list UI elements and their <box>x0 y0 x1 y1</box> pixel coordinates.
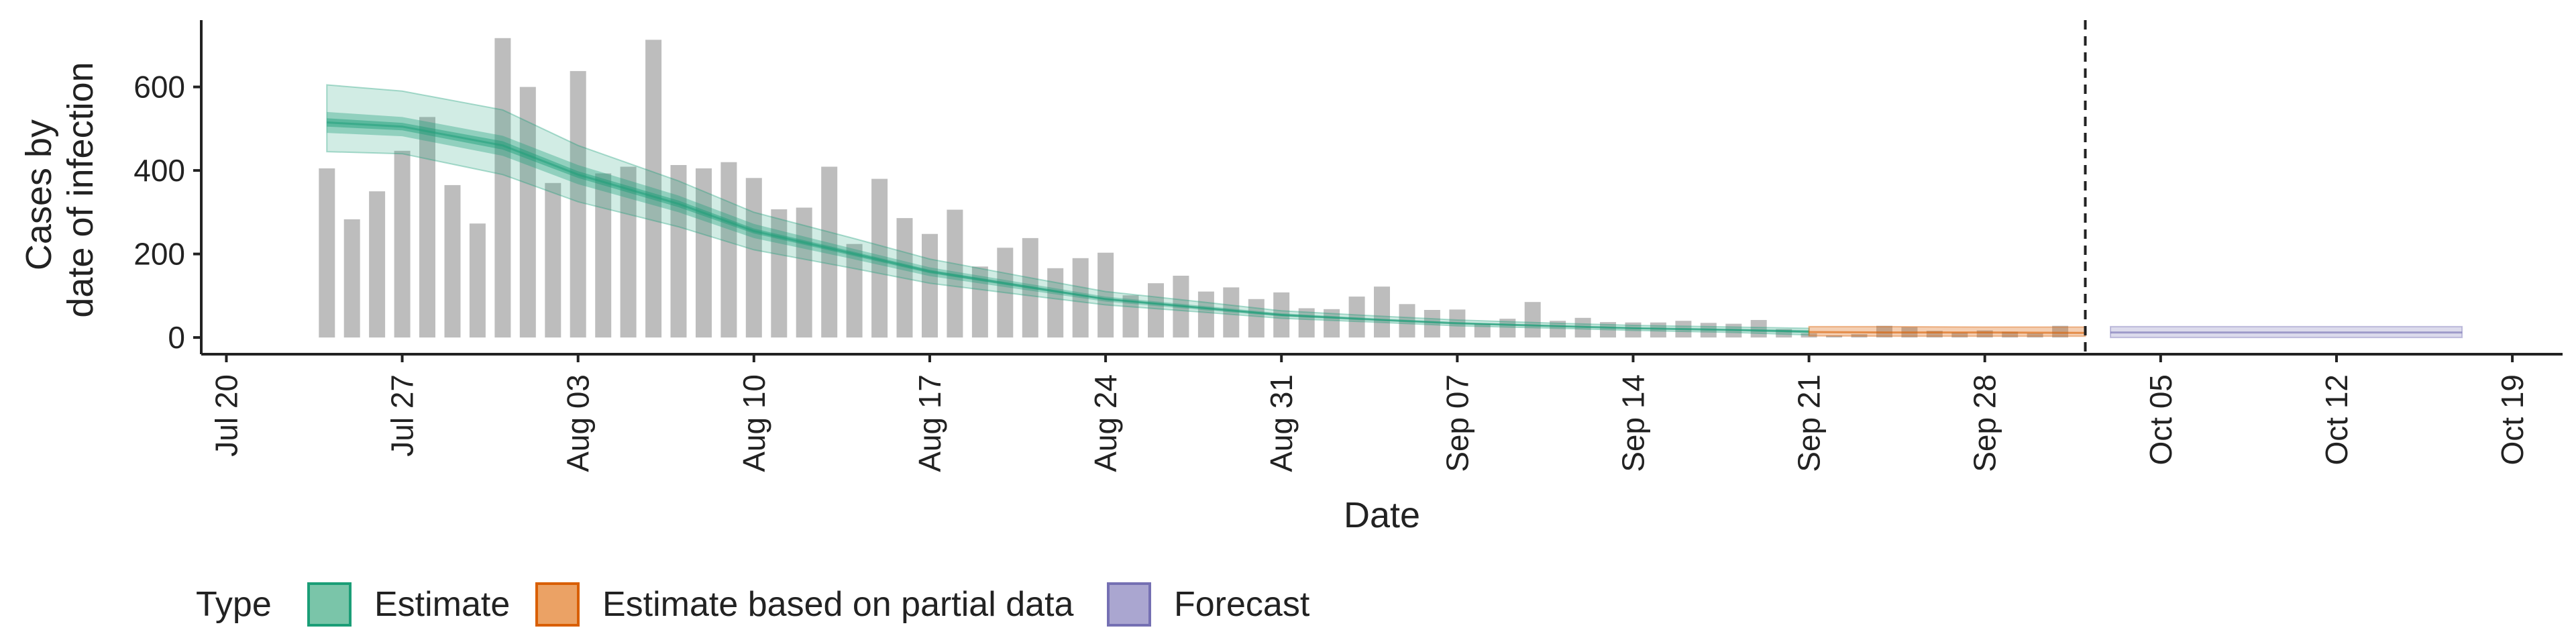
y-axis-title: Cases by date of infection <box>19 62 101 317</box>
x-tick-label: Oct 19 <box>2495 374 2530 466</box>
case-bar <box>1625 322 1642 338</box>
case-bar <box>1750 320 1767 338</box>
case-bar <box>1499 319 1516 338</box>
x-axis-title: Date <box>1344 495 1420 535</box>
case-bar <box>1524 302 1541 338</box>
case-bar <box>2002 331 2019 338</box>
y-axis-title-line-1: Cases by <box>19 119 59 270</box>
case-bar <box>620 166 637 338</box>
case-bar <box>394 150 411 338</box>
x-tick-label: Aug 24 <box>1088 374 1123 472</box>
case-bar <box>595 173 612 338</box>
case-bar <box>369 191 386 338</box>
y-tick-label: 0 <box>168 320 185 355</box>
x-tick-label: Aug 03 <box>561 374 596 472</box>
estimate-median-line <box>327 121 1809 333</box>
case-bar <box>846 244 863 338</box>
case-bar <box>1148 283 1164 338</box>
legend-key <box>307 582 352 627</box>
case-bar <box>519 87 536 338</box>
x-tick-label: Sep 14 <box>1615 374 1650 472</box>
x-tick-label: Oct 05 <box>2143 374 2178 466</box>
case-bar <box>1650 322 1666 338</box>
partial-estimate-median-line <box>1809 331 2086 334</box>
case-bar <box>545 182 561 338</box>
x-tick-label: Sep 28 <box>1968 374 2002 472</box>
case-bar <box>922 233 938 338</box>
case-bar <box>469 223 486 338</box>
legend: Type Estimate Estimate based on partial d… <box>196 582 1310 627</box>
legend-items: Estimate Estimate based on partial data Fo… <box>307 582 1310 627</box>
axes: 0 200 400 600 Jul 20 Jul 27 Aug 03 Aug 10 Aug 1… <box>133 20 2563 472</box>
case-bar <box>1424 310 1440 338</box>
case-bar <box>1826 335 1843 338</box>
case-bar <box>343 219 360 338</box>
case-bar <box>1851 334 1868 338</box>
case-bar <box>696 168 712 338</box>
case-bar <box>771 209 788 338</box>
case-bar <box>1097 252 1114 338</box>
case-bar <box>319 168 335 338</box>
case-bar <box>720 162 737 338</box>
y-tick-label: 400 <box>133 153 185 188</box>
x-tick-label: Oct 12 <box>2319 374 2354 466</box>
case-bar <box>1976 330 1993 338</box>
case-bar <box>1298 308 1315 338</box>
x-tick-label: Aug 10 <box>737 374 771 472</box>
legend-label: Estimate <box>374 585 510 624</box>
case-bar <box>494 38 511 338</box>
case-bar <box>796 207 812 338</box>
case-bar <box>1248 299 1265 338</box>
legend-title: Type <box>196 585 272 624</box>
y-axis-title-line-2: date of infection <box>60 62 101 317</box>
case-bar <box>1550 321 1566 338</box>
estimate-bands <box>326 84 2463 339</box>
case-bar <box>2027 333 2043 338</box>
legend-label: Forecast <box>1174 585 1310 624</box>
case-bar <box>1951 332 1968 338</box>
observed-cases-bars <box>319 38 2069 338</box>
case-bar <box>1047 268 1064 338</box>
legend-key <box>535 582 580 627</box>
case-bar <box>570 70 586 338</box>
case-bar <box>1223 287 1240 338</box>
case-bar <box>419 117 435 338</box>
x-tick-label: Aug 17 <box>912 374 947 472</box>
case-bar <box>1072 258 1089 338</box>
estimate-band-50 <box>327 111 1809 333</box>
case-bar <box>1600 322 1616 338</box>
case-bar <box>1374 286 1390 338</box>
x-tick-label: Sep 07 <box>1440 374 1474 472</box>
y-tick-label: 200 <box>133 237 185 272</box>
case-bar <box>1324 309 1340 338</box>
legend-label: Estimate based on partial data <box>602 585 1074 624</box>
case-bar <box>645 40 662 338</box>
case-bar <box>1348 297 1365 338</box>
case-bar <box>1197 291 1214 338</box>
case-bar <box>1474 323 1491 338</box>
legend-key <box>1107 582 1151 627</box>
case-bar <box>745 178 762 338</box>
x-tick-label: Sep 21 <box>1792 374 1827 472</box>
x-tick-label: Aug 31 <box>1264 374 1299 472</box>
case-bar <box>1801 333 1817 338</box>
case-bar <box>1926 331 1943 338</box>
case-bar <box>444 184 461 338</box>
case-bar <box>2052 325 2069 338</box>
partial-estimate-band <box>1808 325 2086 337</box>
y-tick-label: 600 <box>133 70 185 105</box>
case-bar <box>821 166 838 338</box>
estimate-band-90 <box>326 84 1810 336</box>
case-bar <box>670 165 687 338</box>
plot-area <box>319 20 2463 354</box>
y-axis-ticks: 0 200 400 600 <box>133 70 201 355</box>
x-axis-ticks: Jul 20 Jul 27 Aug 03 Aug 10 Aug 17 Aug 24 Aug … <box>209 354 2530 472</box>
x-tick-label: Jul 20 <box>209 374 244 457</box>
case-bar <box>896 218 913 338</box>
x-tick-label: Jul 27 <box>385 374 420 457</box>
case-bar <box>997 248 1014 338</box>
